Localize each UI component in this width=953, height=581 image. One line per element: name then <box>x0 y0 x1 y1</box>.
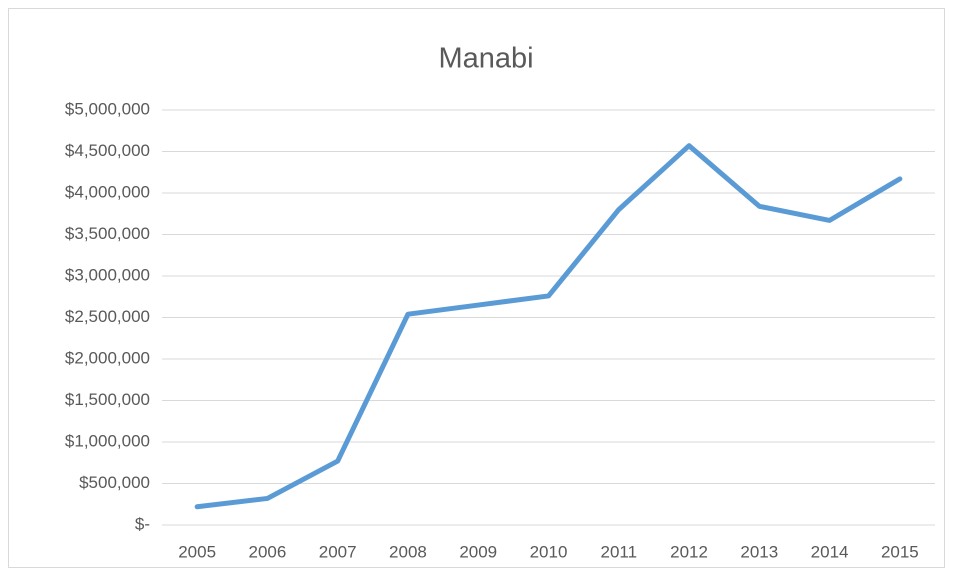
x-tick-label: 2010 <box>530 542 568 561</box>
y-tick-label: $2,000,000 <box>65 348 150 367</box>
x-tick-label: 2008 <box>389 542 427 561</box>
x-tick-label: 2009 <box>459 542 497 561</box>
x-tick-label: 2011 <box>600 542 637 561</box>
chart-frame <box>8 8 945 568</box>
x-tick-label: 2005 <box>178 542 216 561</box>
x-tick-label: 2014 <box>811 542 849 561</box>
y-tick-label: $- <box>135 514 150 533</box>
y-tick-label: $3,500,000 <box>65 224 150 243</box>
y-tick-label: $5,000,000 <box>65 99 150 118</box>
x-tick-label: 2015 <box>881 542 919 561</box>
x-tick-label: 2007 <box>319 542 357 561</box>
y-tick-label: $4,000,000 <box>65 182 150 201</box>
y-tick-label: $1,000,000 <box>65 431 150 450</box>
y-tick-label: $4,500,000 <box>65 141 150 160</box>
x-tick-label: 2013 <box>740 542 778 561</box>
y-tick-label: $500,000 <box>79 473 150 492</box>
y-tick-label: $1,500,000 <box>65 390 150 409</box>
data-line <box>194 143 903 510</box>
y-tick-label: $2,500,000 <box>65 307 150 326</box>
x-tick-label: 2006 <box>248 542 286 561</box>
y-tick-label: $3,000,000 <box>65 265 150 284</box>
x-tick-label: 2012 <box>670 542 708 561</box>
chart-title: Manabi <box>438 43 533 75</box>
